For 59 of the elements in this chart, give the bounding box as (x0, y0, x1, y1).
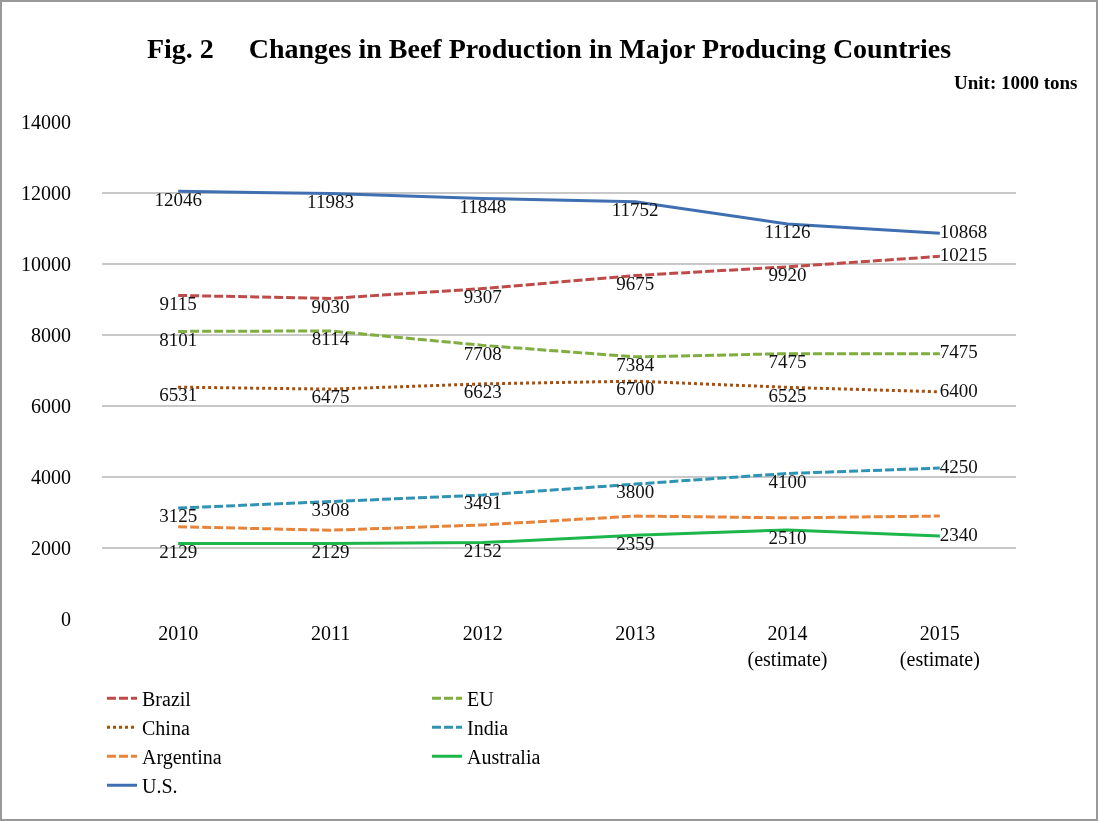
data-label: 6700 (616, 378, 655, 400)
data-label: 2129 (311, 540, 350, 562)
legend-label: Australia (467, 745, 541, 768)
x-tick-label: 2012 (462, 622, 503, 644)
y-tick-label: 12000 (21, 182, 71, 204)
legend-label: Argentina (142, 745, 222, 769)
data-label: 11983 (307, 190, 354, 212)
legend-label: Brazil (142, 687, 192, 710)
x-tick-label: 2010 (158, 622, 199, 644)
y-tick-label: 2000 (31, 537, 71, 559)
data-label: 7475 (768, 350, 807, 372)
legend-label: China (142, 716, 190, 739)
data-label: 12046 (154, 188, 202, 210)
data-label: 3125 (159, 505, 198, 527)
y-tick-label: 6000 (31, 395, 71, 417)
legend-label: India (467, 716, 509, 739)
data-label: 9675 (616, 272, 655, 294)
data-label: 6400 (939, 379, 978, 401)
data-label: 10215 (939, 244, 988, 266)
data-label: 3491 (463, 492, 502, 514)
y-tick-label: 4000 (31, 466, 71, 488)
chart-title: Fig. 2 Changes in Beef Production in Major Producing Countries (146, 33, 952, 65)
y-tick-label: 10000 (21, 253, 71, 275)
legend-label: U.S. (142, 774, 178, 797)
data-label: 9920 (768, 264, 807, 286)
data-label: 7708 (463, 342, 502, 364)
data-label: 2152 (463, 539, 502, 561)
data-label: 6525 (768, 384, 807, 406)
data-label: 8114 (311, 328, 350, 350)
data-label: 3800 (616, 481, 655, 503)
x-tick-label: 2011 (310, 622, 351, 644)
data-label: 10868 (939, 220, 988, 242)
data-label: 2129 (159, 540, 198, 562)
data-label: 2359 (616, 532, 655, 554)
x-tick-label: 2013 (615, 622, 656, 644)
data-label: 11126 (764, 221, 811, 243)
data-label: 2510 (768, 527, 807, 549)
data-label: 4100 (768, 470, 807, 492)
data-label: 7475 (939, 341, 978, 363)
y-tick-label: 0 (61, 608, 71, 630)
y-tick-label: 14000 (21, 111, 71, 133)
data-label: 6623 (463, 381, 502, 403)
legend-label: EU (467, 687, 495, 710)
data-label: 6475 (311, 386, 350, 408)
data-label: 4250 (939, 455, 978, 477)
data-label: 11848 (459, 195, 507, 217)
data-label: 9115 (159, 292, 197, 314)
data-label: 11752 (611, 199, 659, 221)
data-label: 6531 (159, 384, 198, 406)
data-label: 8101 (159, 328, 198, 350)
x-tick-label: 2015 (estimate) (899, 622, 980, 671)
data-label: 9030 (311, 295, 350, 317)
y-tick-label: 8000 (31, 324, 71, 346)
data-label: 9307 (463, 285, 502, 307)
data-label: 3308 (311, 498, 350, 520)
x-tick-label: 2014 (estimate) (747, 622, 828, 671)
data-label: 7384 (616, 354, 655, 376)
text: Unit: 1000 tons (954, 72, 1078, 93)
data-label: 2340 (939, 523, 978, 545)
